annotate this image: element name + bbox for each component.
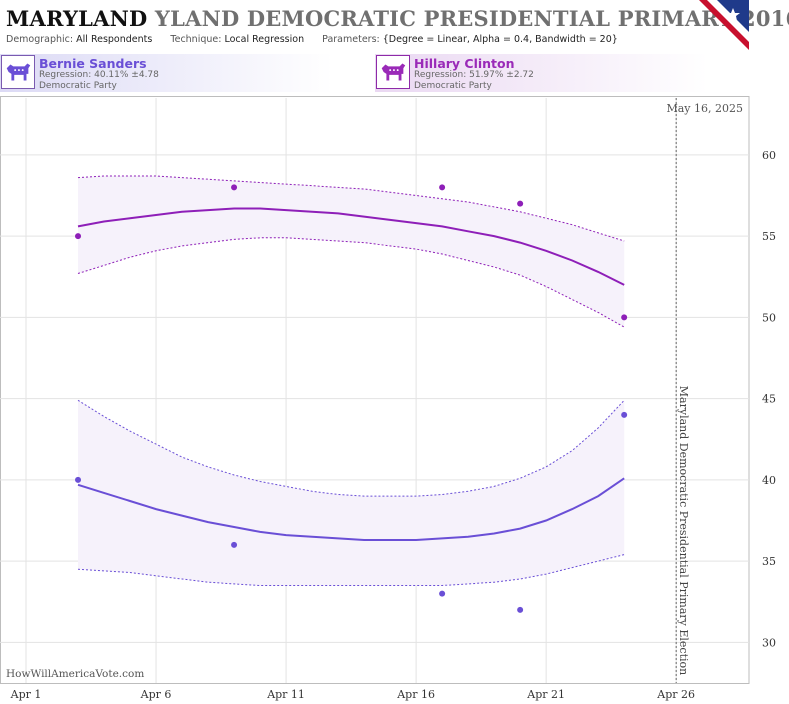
demographic-value: All Respondents (76, 34, 153, 45)
current-date-label: May 16, 2025 (666, 102, 743, 115)
candidate-regression: Regression: 40.11% ±4.78 (39, 70, 159, 80)
candidate-name: Bernie Sanders (39, 56, 147, 71)
parameters-value: {Degree = Linear, Alpha = 0.4, Bandwidth… (382, 34, 618, 45)
data-point (231, 541, 238, 548)
header: MARYLAND YLAND DEMOCRATIC PRESIDENTIAL P… (0, 0, 789, 52)
data-point (621, 411, 628, 418)
demographic-label: Demographic: (6, 34, 74, 45)
regression-line (77, 477, 625, 541)
democratic-donkey-icon (376, 55, 410, 89)
x-tick-label: Apr 6 (140, 688, 172, 701)
candidate-party: Democratic Party (414, 81, 492, 91)
y-tick-label: 40 (762, 474, 776, 487)
regression-line (77, 207, 625, 286)
data-point (75, 476, 82, 483)
candidate-card-sanders: Bernie Sanders Regression: 40.11% ±4.78 … (0, 54, 370, 92)
technique-value: Local Regression (224, 34, 305, 45)
candidate-regression: Regression: 51.97% ±2.72 (414, 70, 534, 80)
y-tick-label: 55 (762, 230, 776, 243)
confidence-band (78, 400, 625, 586)
x-tick-label: Apr 1 (10, 688, 42, 701)
parameters-label: Parameters: (322, 34, 380, 45)
band-upper-line (77, 175, 625, 242)
x-tick-label: Apr 16 (396, 688, 435, 701)
y-tick-label: 60 (762, 149, 776, 162)
title-state: MARYLAND (6, 6, 148, 31)
data-point (439, 184, 446, 191)
site-watermark: HowWillAmericaVote.com (6, 668, 145, 680)
data-point (439, 590, 446, 597)
candidate-party: Democratic Party (39, 81, 117, 91)
meta-line: Demographic: All Respondents Technique: … (6, 34, 618, 45)
title-rest: YLAND DEMOCRATIC PRESIDENTIAL PRIMARY 20… (154, 6, 789, 31)
band-upper-line (77, 399, 625, 497)
election-day-label: Maryland Democratic Presidential Primary… (677, 386, 690, 675)
technique-label: Technique: (170, 34, 222, 45)
candidate-card-clinton: Hillary Clinton Regression: 51.97% ±2.72… (375, 54, 745, 92)
band-lower-line (77, 237, 625, 328)
flag-icon (699, 0, 749, 50)
y-tick-label: 50 (762, 311, 776, 324)
data-point (231, 184, 238, 191)
confidence-band (78, 176, 625, 328)
data-point (517, 200, 524, 207)
chart-title: MARYLAND YLAND DEMOCRATIC PRESIDENTIAL P… (6, 6, 789, 31)
y-tick-label: 30 (762, 636, 776, 649)
y-tick-label: 35 (762, 555, 776, 568)
data-point (75, 233, 82, 240)
x-tick-label: Apr 11 (266, 688, 305, 701)
x-tick-label: Apr 26 (656, 688, 695, 701)
candidate-name: Hillary Clinton (414, 56, 515, 71)
democratic-donkey-icon (1, 55, 35, 89)
data-point (621, 314, 628, 321)
x-tick-label: Apr 21 (526, 688, 565, 701)
y-tick-label: 45 (762, 393, 776, 406)
band-lower-line (77, 554, 625, 586)
poll-chart: Maryland Democratic Presidential Primary… (0, 96, 776, 701)
data-point (517, 606, 524, 613)
